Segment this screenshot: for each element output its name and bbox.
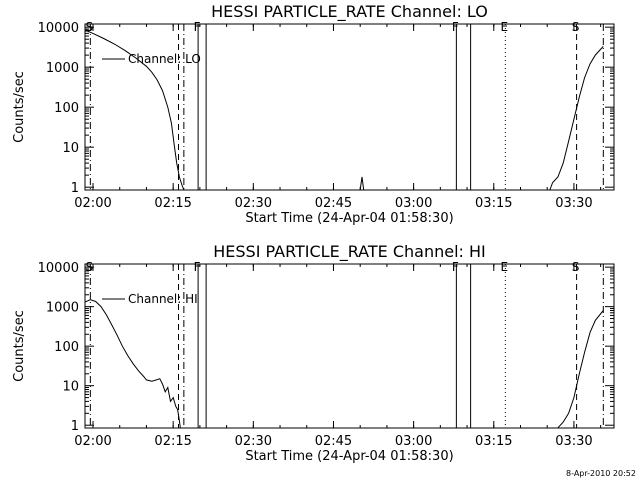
chart1-plot-frame — [84, 263, 615, 429]
chart1-marker-label: F — [452, 260, 459, 274]
chart1-marker-label: E — [501, 260, 509, 274]
chart1-legend-label: Channel: HI — [128, 292, 198, 306]
chart0-ylabel: Counts/sec — [12, 71, 27, 143]
chart0-xtick-label: 02:30 — [235, 196, 272, 211]
chart0-legend-label: Channel: LO — [128, 52, 201, 66]
chart1-ytick-label: 100 — [54, 340, 79, 355]
chart1-marker-label: S — [572, 260, 580, 274]
chart1-xtick-label: 03:00 — [395, 434, 432, 449]
chart0-xtick-label: 03:30 — [555, 196, 592, 211]
chart0-marker-label: E — [501, 20, 509, 34]
chart1-ytick-label: 1 — [71, 419, 79, 434]
date-stamp: 8-Apr-2010 20:52 — [566, 469, 636, 478]
chart-panel-hi: HESSI PARTICLE_RATE Channel: HI 02:00 02:1… — [12, 242, 615, 464]
chart0-marker-label: F — [194, 20, 201, 34]
chart0-series-line — [549, 46, 604, 190]
chart0-series-line — [359, 176, 365, 190]
chart0-xtick-label: 03:15 — [475, 196, 512, 211]
chart1-xtick-label: 02:30 — [235, 434, 272, 449]
chart0-xlabel: Start Time (24-Apr-04 01:58:30) — [245, 211, 453, 226]
chart0-series-line — [84, 29, 185, 190]
chart1-ytick-label: 10 — [62, 380, 79, 395]
chart0-ytick-label: 1000 — [46, 61, 79, 76]
chart1-title: HESSI PARTICLE_RATE Channel: HI — [213, 242, 486, 262]
chart0-xtick-label: 02:15 — [154, 196, 191, 211]
chart1-marker-label: S — [86, 260, 94, 274]
chart0-ytick-label: 100 — [54, 101, 79, 116]
chart1-xtick-label: 03:15 — [475, 434, 512, 449]
chart1-series-line — [84, 299, 181, 428]
chart0-ytick-label: 10 — [62, 141, 79, 156]
chart0-ytick-label: 10000 — [38, 21, 79, 36]
chart1-ylabel: Counts/sec — [12, 310, 27, 382]
chart0-marker-label: S — [86, 20, 94, 34]
chart0-xtick-label: 02:00 — [74, 196, 111, 211]
chart1-xlabel: Start Time (24-Apr-04 01:58:30) — [245, 449, 453, 464]
chart1-xtick-label: 02:15 — [154, 434, 191, 449]
chart0-xtick-label: 02:45 — [315, 196, 352, 211]
chart0-marker-label: S — [572, 20, 580, 34]
chart0-title: HESSI PARTICLE_RATE Channel: LO — [211, 2, 488, 22]
chart1-xtick-label: 02:00 — [74, 434, 111, 449]
chart1-ytick-label: 1000 — [46, 301, 79, 316]
chart0-xtick-label: 03:00 — [395, 196, 432, 211]
chart0-ytick-label: 1 — [71, 181, 79, 196]
chart1-xtick-label: 03:30 — [555, 434, 592, 449]
chart0-plot-frame — [84, 23, 615, 191]
chart1-ytick-label: 10000 — [38, 261, 79, 276]
chart1-xtick-label: 02:45 — [315, 434, 352, 449]
chart-panel-lo: HESSI PARTICLE_RATE Channel: LO 02:00 02:1… — [12, 2, 615, 226]
chart1-series-line — [557, 310, 604, 429]
chart1-marker-label: F — [194, 260, 201, 274]
chart0-marker-label: F — [452, 20, 459, 34]
